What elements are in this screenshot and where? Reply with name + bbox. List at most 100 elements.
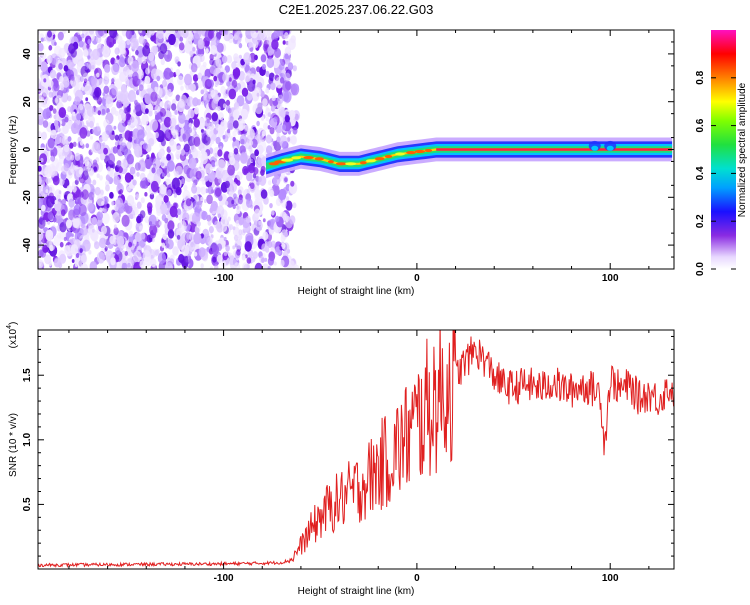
spectrogram-noise-speckle [158, 50, 165, 60]
spectrogram-noise-speckle [238, 42, 243, 49]
spectrogram-noise-speckle [161, 157, 166, 164]
spectrogram-noise-speckle [180, 127, 185, 134]
spectrogram-noise-speckle [209, 65, 216, 75]
spectrogram-noise-speckle [238, 219, 243, 226]
spectrogram-noise-speckle [61, 198, 66, 206]
spectrogram-noise-speckle [151, 152, 155, 159]
spectrogram-noise-speckle [191, 212, 201, 225]
spectrogram-noise-speckle [172, 30, 178, 35]
spectrogram-noise-speckle [169, 140, 177, 152]
spectrogram-noise-speckle [263, 30, 271, 38]
spectrogram-noise-speckle [134, 145, 143, 158]
spectrogram-noise-speckle [218, 178, 223, 184]
spectrogram-noise-speckle [178, 254, 185, 263]
spectrogram-noise-speckle [92, 159, 98, 166]
spectrogram-noise-speckle [279, 77, 285, 84]
spectrogram-noise-speckle [200, 153, 208, 165]
spectrogram-noise-speckle [53, 82, 60, 92]
spectrogram-noise-speckle [275, 197, 282, 207]
spectrogram-noise-speckle [136, 201, 142, 209]
spectrogram-noise-speckle [156, 75, 161, 82]
snr-panel: -100 0 100 0.5 1.0 1.5 Height of straight li… [6, 322, 675, 597]
spectrogram-track-blob [314, 157, 324, 161]
spectrogram-y-tick-label: 40 [22, 48, 33, 60]
spectrogram-noise-speckle [233, 72, 239, 80]
spectrogram-noise-speckle [78, 40, 84, 48]
spectrogram-noise-speckle [126, 69, 132, 77]
spectrogram-noise-speckle [187, 240, 197, 253]
spectrogram-noise-speckle [128, 230, 134, 237]
spectrogram-noise-speckle [224, 200, 229, 206]
spectrogram-noise-speckle [217, 106, 221, 112]
spectrogram-noise-speckle [150, 30, 155, 36]
spectrogram-noise-speckle [260, 189, 268, 199]
spectrogram-noise-speckle [102, 142, 106, 147]
spectrogram-noise-speckle [272, 56, 280, 69]
spectrogram-noise-speckle [163, 195, 169, 203]
spectrogram-noise-speckle [175, 69, 181, 76]
spectrogram-noise-speckle [161, 214, 167, 222]
spectrogram-track-inner [266, 146, 673, 170]
spectrogram-noise-speckle [268, 72, 275, 82]
spectrogram-noise-speckle [177, 61, 181, 67]
spectrogram-noise-speckle [88, 120, 94, 128]
spectrogram-noise-speckle [287, 38, 296, 50]
spectrogram-noise-speckle [282, 80, 291, 93]
spectrogram-noise-speckle [209, 207, 213, 213]
spectrogram-noise-speckle [272, 140, 277, 147]
spectrogram-noise-speckle [44, 170, 48, 175]
spectrogram-noise-speckle [58, 107, 67, 119]
spectrogram-noise-speckle [267, 125, 271, 130]
spectrogram-noise-speckle [165, 131, 171, 139]
spectrogram-noise-speckle [203, 87, 208, 93]
spectrogram-noise-speckle [52, 108, 57, 114]
spectrogram-noise-speckle [187, 177, 191, 183]
spectrogram-noise-speckle [75, 48, 83, 60]
spectrogram-noise-speckle [44, 254, 52, 265]
spectrogram-noise-speckle [187, 108, 195, 119]
spectrogram-noise-speckle [225, 99, 231, 106]
spectrogram-noise-speckle [215, 136, 221, 145]
spectrogram-noise-speckle [162, 233, 168, 241]
spectrogram-noise-speckle [57, 31, 64, 41]
spectrogram-noise-speckle [123, 98, 129, 108]
spectrogram-track-blob [303, 156, 314, 160]
spectrogram-noise-speckle [92, 179, 97, 186]
spectrogram-noise-speckle [198, 247, 206, 258]
spectrogram-noise-speckle [167, 172, 171, 178]
spectrogram-noise-speckle [197, 39, 205, 50]
spectrogram-noise-speckle [218, 112, 224, 121]
spectrogram-noise-speckle [195, 242, 200, 249]
spectrogram-noise-speckle [215, 30, 219, 33]
spectrogram-tone-track [266, 137, 673, 179]
spectrogram-noise-speckle [111, 201, 115, 206]
spectrogram-noise-speckle [112, 212, 120, 223]
spectrogram-noise-speckle [191, 145, 195, 151]
spectrogram-y-ticks: -40 -20 0 20 40 [22, 41, 674, 258]
spectrogram-track-blob [366, 159, 376, 163]
spectrogram-noise-speckle [176, 208, 182, 216]
spectrogram-noise-speckle [193, 118, 200, 128]
spectrogram-noise-speckle [41, 131, 47, 140]
spectrogram-noise-speckle [91, 216, 98, 226]
spectrogram-noise-speckle [173, 193, 177, 198]
spectrogram-noise-speckle [149, 193, 155, 200]
spectrogram-noise-speckle [282, 141, 289, 151]
spectrogram-noise-speckle [188, 122, 193, 128]
spectrogram-noise-speckle [288, 130, 291, 135]
spectrogram-noise-speckle [227, 119, 235, 131]
spectrogram-noise-speckle [160, 138, 166, 147]
spectrogram-noise-speckle [103, 85, 110, 95]
spectrogram-noise-speckle [255, 157, 263, 168]
spectrogram-noise-speckle [104, 64, 111, 74]
spectrogram-noise-speckle [79, 127, 88, 139]
spectrogram-noise-speckle [59, 241, 64, 248]
spectrogram-noise-speckle [88, 191, 95, 201]
spectrogram-noise-speckle [81, 33, 85, 39]
spectrogram-noise-speckle [193, 251, 198, 257]
spectrogram-noise-speckle [145, 67, 151, 75]
spectrogram-noise-speckle [75, 189, 82, 198]
spectrogram-noise-speckle [284, 177, 288, 183]
spectrogram-noise-speckle [237, 189, 242, 196]
spectrogram-noise-speckle [249, 46, 254, 53]
